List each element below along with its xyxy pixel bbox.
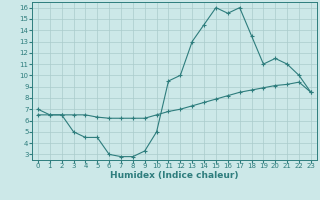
X-axis label: Humidex (Indice chaleur): Humidex (Indice chaleur) (110, 171, 239, 180)
